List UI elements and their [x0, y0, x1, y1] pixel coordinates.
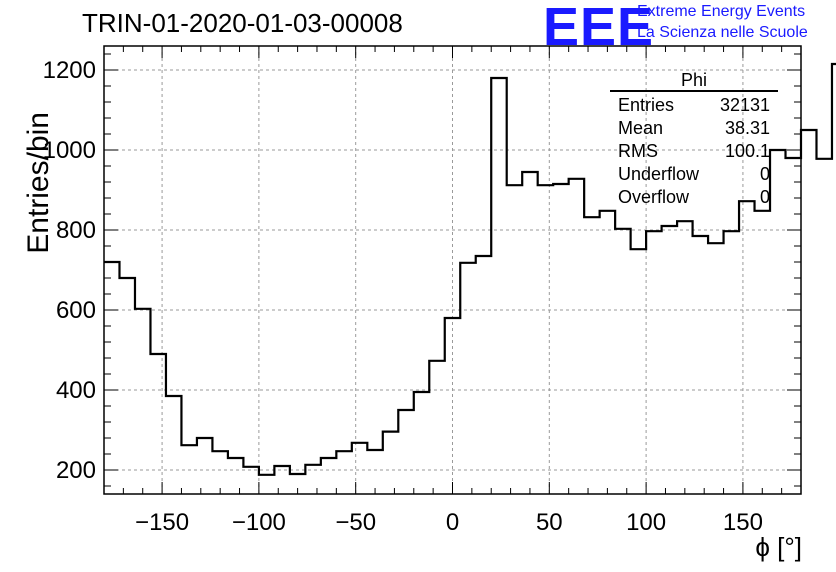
histogram-bin	[336, 451, 351, 494]
histogram-bin	[662, 226, 677, 494]
histogram-bin	[259, 475, 274, 494]
eee-logo: EEE	[543, 0, 655, 57]
stats-label: Underflow	[618, 164, 700, 184]
x-tick-label: −50	[335, 509, 376, 536]
histogram-bin	[150, 354, 165, 494]
histogram-bin	[445, 318, 460, 494]
histogram-bin	[801, 130, 816, 494]
stats-row-rms: RMS 100.1	[610, 140, 778, 163]
histogram-bin	[538, 185, 553, 494]
stats-value: 32131	[719, 95, 770, 115]
histogram-bin	[352, 443, 367, 494]
histogram-bin	[460, 263, 475, 494]
x-tick-label: −150	[135, 509, 189, 536]
x-axis-label: ϕ [°]	[755, 532, 802, 562]
x-tick-label: 50	[536, 509, 563, 536]
x-tick-label: 100	[626, 509, 666, 536]
chart-title: TRIN-01-2020-01-03-00008	[82, 8, 403, 38]
stats-label: Overflow	[618, 187, 690, 207]
x-tick-label: −100	[232, 509, 286, 536]
stats-value: 38.31	[724, 118, 770, 138]
stats-box: Phi Entries 32131 Mean 38.31 RMS 100.1 U…	[610, 70, 778, 209]
stats-label: Entries	[618, 95, 675, 115]
histogram-bin	[414, 392, 429, 494]
y-tick-label: 400	[56, 377, 96, 404]
stats-row-entries: Entries 32131	[610, 94, 778, 117]
stats-row-underflow: Underflow 0	[610, 163, 778, 186]
histogram-bin	[816, 159, 831, 494]
stats-value: 100.1	[724, 141, 770, 161]
y-tick-label: 1000	[43, 137, 96, 164]
histogram-bin	[584, 217, 599, 494]
histogram-bin	[166, 396, 181, 494]
histogram-bin	[615, 229, 630, 494]
histogram-bin	[600, 211, 615, 494]
y-axis-label: Entries/bin	[22, 112, 55, 254]
histogram-bin	[832, 64, 836, 494]
histogram-series-line	[104, 62, 836, 476]
histogram-bin	[755, 211, 770, 494]
histogram-bin	[305, 465, 320, 494]
histogram-bin	[119, 278, 134, 494]
stats-row-overflow: Overflow 0	[610, 186, 778, 209]
plot-frame	[103, 45, 802, 495]
histogram-bin	[135, 309, 150, 494]
histogram-bin	[321, 458, 336, 494]
histogram-bin	[181, 445, 196, 494]
histogram-bin	[476, 256, 491, 494]
stats-label: Mean	[618, 118, 664, 138]
histogram-bin	[104, 262, 119, 494]
histogram-bin	[274, 466, 289, 494]
histogram-bin	[243, 467, 258, 494]
histogram-bin	[693, 236, 708, 494]
histogram-bin	[677, 221, 692, 494]
y-tick-label: 800	[56, 217, 96, 244]
histogram-bin	[631, 249, 646, 494]
stats-row-mean: Mean 38.31	[610, 117, 778, 140]
histogram-bin	[197, 438, 212, 494]
x-tick-label: 0	[446, 509, 459, 536]
histogram-bin	[212, 451, 227, 494]
histogram-bin	[724, 231, 739, 494]
histogram-bin	[228, 458, 243, 494]
histogram-bin	[786, 158, 801, 494]
histogram-bin	[290, 474, 305, 494]
y-tick-label: 1200	[43, 57, 96, 84]
histogram-bin	[429, 361, 444, 494]
histogram-bin	[491, 78, 506, 494]
org-name-line1: Extreme Energy Events	[637, 3, 806, 20]
x-tick-label: 150	[723, 509, 763, 536]
histogram-bin	[739, 201, 754, 494]
histogram-bin	[646, 231, 661, 494]
histogram-bin	[708, 243, 723, 494]
histogram-bin	[383, 432, 398, 494]
stats-box-title: Phi	[610, 70, 778, 92]
y-tick-label: 200	[56, 457, 96, 484]
stats-value: 0	[759, 187, 770, 207]
histogram-bin	[553, 184, 568, 494]
y-tick-label: 600	[56, 297, 96, 324]
histogram-bin	[569, 179, 584, 494]
histogram-bin	[507, 185, 522, 494]
histogram-bin	[398, 410, 413, 494]
histogram-bin	[367, 450, 382, 494]
histogram-bin	[522, 172, 537, 494]
org-name-line2: La Scienza nelle Scuole	[637, 24, 808, 41]
stats-value: 0	[759, 164, 770, 184]
stats-label: RMS	[618, 141, 658, 161]
